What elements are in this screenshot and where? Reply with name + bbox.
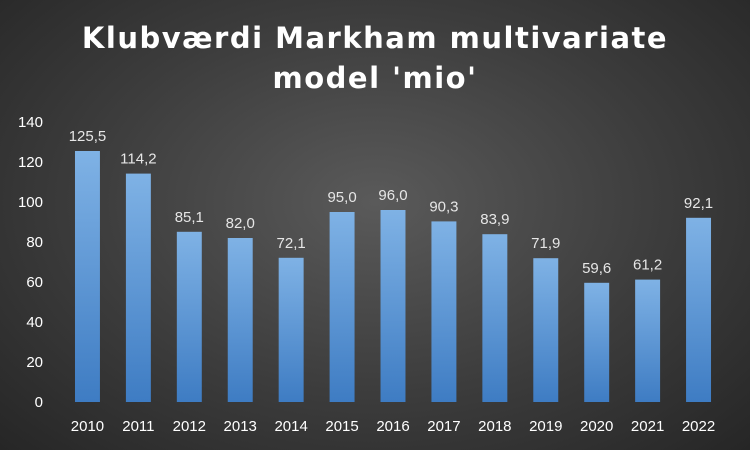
data-label: 71,9 xyxy=(531,235,560,252)
y-tick-label: 60 xyxy=(26,274,43,291)
bar xyxy=(380,210,406,402)
y-tick-label: 140 xyxy=(18,114,43,131)
data-label: 59,6 xyxy=(582,260,611,277)
bar xyxy=(227,238,253,402)
data-label: 61,2 xyxy=(633,257,662,274)
y-axis: 0 20 40 60 80 100 120 140 xyxy=(18,114,43,411)
y-tick-label: 120 xyxy=(18,154,43,171)
x-tick-label: 2020 xyxy=(580,418,613,435)
chart-title-line-2: model 'mio' xyxy=(272,61,478,95)
data-label: 83,9 xyxy=(480,211,509,228)
bar xyxy=(278,257,304,402)
x-tick-label: 2014 xyxy=(274,418,307,435)
x-tick-label: 2012 xyxy=(173,418,206,435)
data-label: 90,3 xyxy=(429,198,458,215)
data-label: 92,1 xyxy=(684,195,713,212)
bar xyxy=(176,231,202,402)
data-label: 82,0 xyxy=(226,215,255,232)
data-label: 85,1 xyxy=(175,209,204,226)
x-tick-label: 2017 xyxy=(427,418,460,435)
y-tick-label: 20 xyxy=(26,354,43,371)
x-tick-label: 2013 xyxy=(224,418,257,435)
bar xyxy=(125,173,151,402)
y-tick-label: 100 xyxy=(18,194,43,211)
x-tick-label: 2010 xyxy=(71,418,104,435)
x-tick-label: 2019 xyxy=(529,418,562,435)
bar xyxy=(584,282,610,402)
x-tick-label: 2011 xyxy=(122,418,154,435)
bar xyxy=(533,258,559,402)
bar xyxy=(74,151,100,402)
chart-title: Klubværdi Markham multivariate model 'mi… xyxy=(0,18,750,98)
bars xyxy=(74,151,712,402)
bar xyxy=(329,212,355,402)
bar xyxy=(431,221,457,402)
x-tick-label: 2022 xyxy=(682,418,715,435)
bar xyxy=(686,217,712,402)
x-axis: 2010 2011 2012 2013 2014 2015 2016 2017 2018 2019… xyxy=(71,418,715,435)
x-tick-label: 2021 xyxy=(631,418,664,435)
x-tick-label: 2015 xyxy=(325,418,358,435)
data-labels: 125,5 114,2 85,1 82,0 72,1 95,0 96,0 90,3 83,9 71… xyxy=(69,128,713,277)
chart-title-line-1: Klubværdi Markham multivariate xyxy=(81,21,669,55)
bar xyxy=(482,234,508,402)
y-tick-label: 40 xyxy=(26,314,43,331)
y-tick-label: 80 xyxy=(26,234,43,251)
data-label: 96,0 xyxy=(378,187,407,204)
y-tick-label: 0 xyxy=(35,394,43,411)
x-tick-label: 2018 xyxy=(478,418,511,435)
data-label: 125,5 xyxy=(69,128,107,145)
x-tick-label: 2016 xyxy=(376,418,409,435)
data-label: 95,0 xyxy=(327,189,356,206)
data-label: 72,1 xyxy=(277,235,306,252)
data-label: 114,2 xyxy=(120,151,156,168)
bar xyxy=(635,279,661,402)
